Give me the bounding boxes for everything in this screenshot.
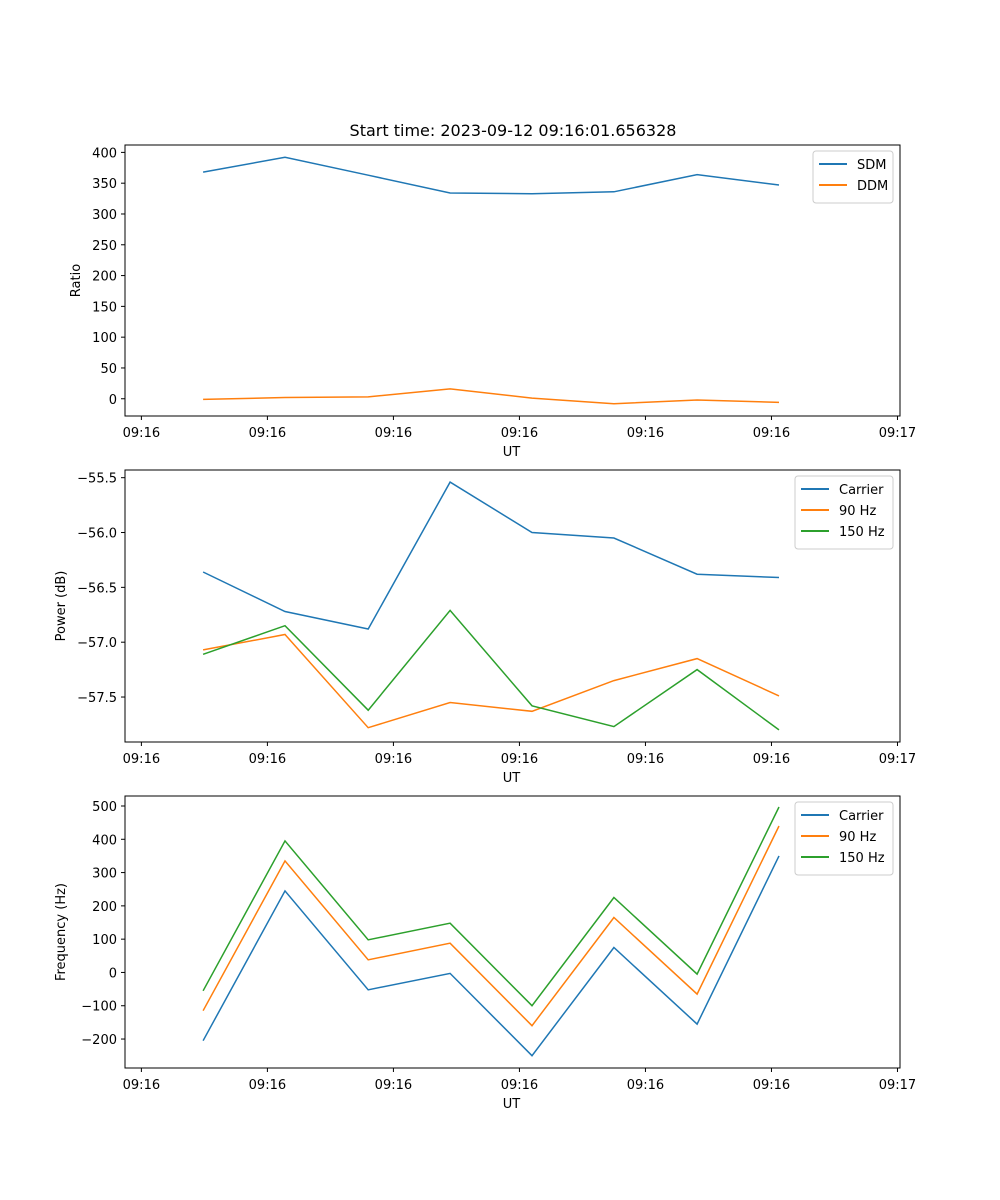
y-tick-label: −57.5 <box>77 691 117 706</box>
y-tick-label: 300 <box>92 208 117 223</box>
x-tick-label: 09:17 <box>879 426 916 441</box>
y-tick-label: 400 <box>92 833 117 848</box>
legend-label: 150 Hz <box>839 851 885 866</box>
y-axis-label: Power (dB) <box>54 571 69 642</box>
y-tick-label: 300 <box>92 867 117 882</box>
y-tick-label: 0 <box>109 966 117 981</box>
x-tick-label: 09:16 <box>501 426 538 441</box>
series-line-ddm <box>203 388 780 405</box>
axes-frame <box>124 144 901 417</box>
x-tick-label: 09:16 <box>249 752 286 767</box>
legend-label: SDM <box>857 158 886 173</box>
series-line-90-hz <box>202 633 780 729</box>
x-tick-label: 09:16 <box>123 1078 160 1093</box>
x-tick-label: 09:16 <box>501 1078 538 1093</box>
x-tick-label: 09:16 <box>627 426 664 441</box>
y-axis-label: Ratio <box>69 264 84 297</box>
x-tick-label: 09:16 <box>627 752 664 767</box>
x-tick-label: 09:17 <box>879 1078 916 1093</box>
y-tick-label: −100 <box>81 1000 117 1015</box>
y-tick-label: 350 <box>92 177 117 192</box>
x-tick-label: 09:16 <box>375 426 412 441</box>
x-axis-label: UT <box>503 771 521 786</box>
series-line-150-hz <box>202 609 780 731</box>
y-tick-label: 250 <box>92 239 117 254</box>
legend: Carrier 90 Hz 150 Hz <box>794 475 894 550</box>
y-tick-label: −200 <box>81 1033 117 1048</box>
series-line-carrier <box>202 855 780 1057</box>
series-line-carrier <box>202 481 780 630</box>
legend-label: 150 Hz <box>839 525 885 540</box>
y-tick-label: 50 <box>100 362 117 377</box>
y-tick-label: −57.0 <box>77 636 117 651</box>
x-tick-label: 09:16 <box>753 426 790 441</box>
y-tick-label: 0 <box>109 393 117 408</box>
axes-frame <box>124 795 901 1069</box>
y-tick-label: −55.5 <box>77 472 117 487</box>
series-line-150-hz <box>202 806 780 1007</box>
x-axis-label: UT <box>503 445 521 460</box>
x-tick-label: 09:16 <box>501 752 538 767</box>
y-tick-label: −56.5 <box>77 581 117 596</box>
y-tick-label: 100 <box>92 933 117 948</box>
subplot-2: 09:16 09:16 09:16 09:16 09:16 09:16 09:17 −55.5… <box>54 469 916 786</box>
x-tick-label: 09:17 <box>879 752 916 767</box>
y-tick-label: 500 <box>92 800 117 815</box>
x-tick-label: 09:16 <box>249 426 286 441</box>
legend: Carrier 90 Hz 150 Hz <box>794 801 894 876</box>
x-tick-label: 09:16 <box>753 1078 790 1093</box>
legend-label: 90 Hz <box>839 504 876 519</box>
x-tick-label: 09:16 <box>627 1078 664 1093</box>
legend-label: 90 Hz <box>839 830 876 845</box>
y-tick-label: 150 <box>92 300 117 315</box>
x-tick-label: 09:16 <box>123 752 160 767</box>
x-axis-label: UT <box>503 1097 521 1112</box>
y-tick-label: 100 <box>92 331 117 346</box>
legend-label: DDM <box>857 179 888 194</box>
x-tick-label: 09:16 <box>249 1078 286 1093</box>
figure-title: Start time: 2023-09-12 09:16:01.656328 <box>350 121 677 140</box>
y-axis-label: Frequency (Hz) <box>54 883 69 981</box>
y-tick-label: −56.0 <box>77 527 117 542</box>
legend-label: Carrier <box>839 809 884 824</box>
subplot-1: 09:16 09:16 09:16 09:16 09:16 09:16 09:17 0 50 10… <box>69 144 916 460</box>
axes-frame <box>124 469 901 743</box>
y-tick-label: 400 <box>92 146 117 161</box>
series-line-90-hz <box>202 825 780 1027</box>
x-tick-label: 09:16 <box>375 752 412 767</box>
legend-label: Carrier <box>839 483 884 498</box>
x-tick-label: 09:16 <box>753 752 790 767</box>
legend: SDM DDM <box>812 150 894 204</box>
subplot-3: 09:16 09:16 09:16 09:16 09:16 09:16 09:17 −200 −… <box>54 795 916 1112</box>
x-tick-label: 09:16 <box>375 1078 412 1093</box>
x-tick-label: 09:16 <box>123 426 160 441</box>
y-tick-label: 200 <box>92 900 117 915</box>
series-line-sdm <box>202 156 780 195</box>
y-tick-label: 200 <box>92 270 117 285</box>
